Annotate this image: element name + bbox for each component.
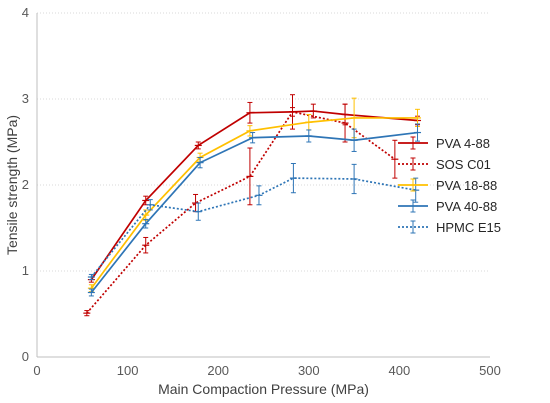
x-tick-label: 400 [389, 363, 411, 378]
series-line [90, 131, 418, 294]
series-group [83, 94, 422, 317]
legend-item: PVA 40-88 [398, 199, 497, 214]
series-sos-c01 [83, 103, 399, 317]
legend-label: PVA 4-88 [436, 136, 490, 151]
x-tick-label: 500 [479, 363, 501, 378]
legend-item: HPMC E15 [398, 220, 501, 235]
x-tick-label: 0 [33, 363, 40, 378]
legend-item: PVA 4-88 [398, 136, 490, 151]
y-axis-title: Tensile strength (MPa) [4, 115, 20, 255]
legend-label: SOS C01 [436, 157, 491, 172]
gridlines [37, 12, 490, 272]
x-tick-label: 100 [117, 363, 139, 378]
y-tick-label: 0 [22, 349, 29, 364]
tick-labels: 0 1 2 3 4 0 100 200 300 400 500 [22, 5, 501, 378]
legend-label: PVA 40-88 [436, 199, 497, 214]
y-tick-label: 3 [22, 91, 29, 106]
axes [36, 13, 490, 358]
x-tick-label: 300 [298, 363, 320, 378]
y-tick-label: 1 [22, 263, 29, 278]
series-pva-4-88 [87, 94, 422, 283]
series-line [90, 177, 416, 278]
legend-label: HPMC E15 [436, 220, 501, 235]
legend-item: SOS C01 [398, 157, 491, 172]
legend-label: PVA 18-88 [436, 178, 497, 193]
series-hpmc-e15 [87, 163, 420, 281]
legend: PVA 4-88 SOS C01 PVA 18-88 PVA 40-88 HPMC E1… [398, 136, 501, 235]
x-tick-label: 200 [207, 363, 229, 378]
series-line [86, 110, 396, 314]
series-pva-18-88 [87, 97, 422, 293]
series-line [90, 117, 418, 289]
x-axis-title: Main Compaction Pressure (MPa) [158, 381, 369, 397]
series-pva-40-88 [87, 123, 422, 297]
y-tick-label: 4 [22, 5, 29, 20]
y-tick-label: 2 [22, 177, 29, 192]
series-line [90, 110, 418, 281]
legend-item: PVA 18-88 [398, 178, 497, 193]
